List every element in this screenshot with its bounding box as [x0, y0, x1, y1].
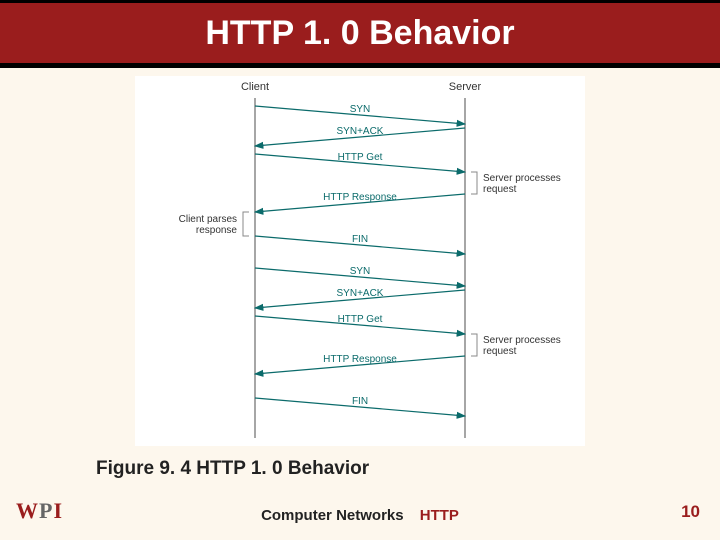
svg-text:request: request	[483, 346, 517, 357]
svg-text:SYN+ACK: SYN+ACK	[337, 288, 384, 299]
svg-text:SYN+ACK: SYN+ACK	[337, 126, 384, 137]
svg-text:Client: Client	[241, 81, 269, 93]
svg-text:response: response	[196, 225, 238, 236]
svg-text:HTTP Get: HTTP Get	[338, 152, 383, 163]
svg-text:HTTP Response: HTTP Response	[323, 192, 397, 203]
svg-text:HTTP Response: HTTP Response	[323, 354, 397, 365]
wpi-logo: WPI	[16, 498, 63, 524]
title-bar: HTTP 1. 0 Behavior	[0, 0, 720, 68]
logo-p: P	[39, 498, 53, 523]
svg-text:FIN: FIN	[352, 396, 368, 407]
svg-text:SYN: SYN	[350, 104, 371, 115]
logo-w: W	[16, 498, 39, 523]
svg-text:FIN: FIN	[352, 234, 368, 245]
logo-i: I	[53, 498, 63, 523]
page-number: 10	[681, 502, 700, 522]
topic-label: HTTP	[420, 507, 459, 524]
footer: WPI Computer Networks HTTP 10	[0, 500, 720, 530]
footer-center: Computer Networks HTTP	[0, 507, 720, 524]
svg-text:Server: Server	[449, 81, 482, 93]
course-label: Computer Networks	[261, 507, 404, 524]
figure-caption: Figure 9. 4 HTTP 1. 0 Behavior	[96, 458, 720, 480]
svg-text:Server processes: Server processes	[483, 173, 561, 184]
svg-text:SYN: SYN	[350, 266, 371, 277]
slide-title: HTTP 1. 0 Behavior	[205, 14, 514, 53]
sequence-diagram: Client Server SYN SYN+ACK HTTP Get HTTP Respo…	[135, 76, 585, 446]
svg-text:request: request	[483, 184, 517, 195]
svg-text:Server processes: Server processes	[483, 335, 561, 346]
svg-text:Client parses: Client parses	[179, 214, 237, 225]
svg-text:HTTP Get: HTTP Get	[338, 314, 383, 325]
